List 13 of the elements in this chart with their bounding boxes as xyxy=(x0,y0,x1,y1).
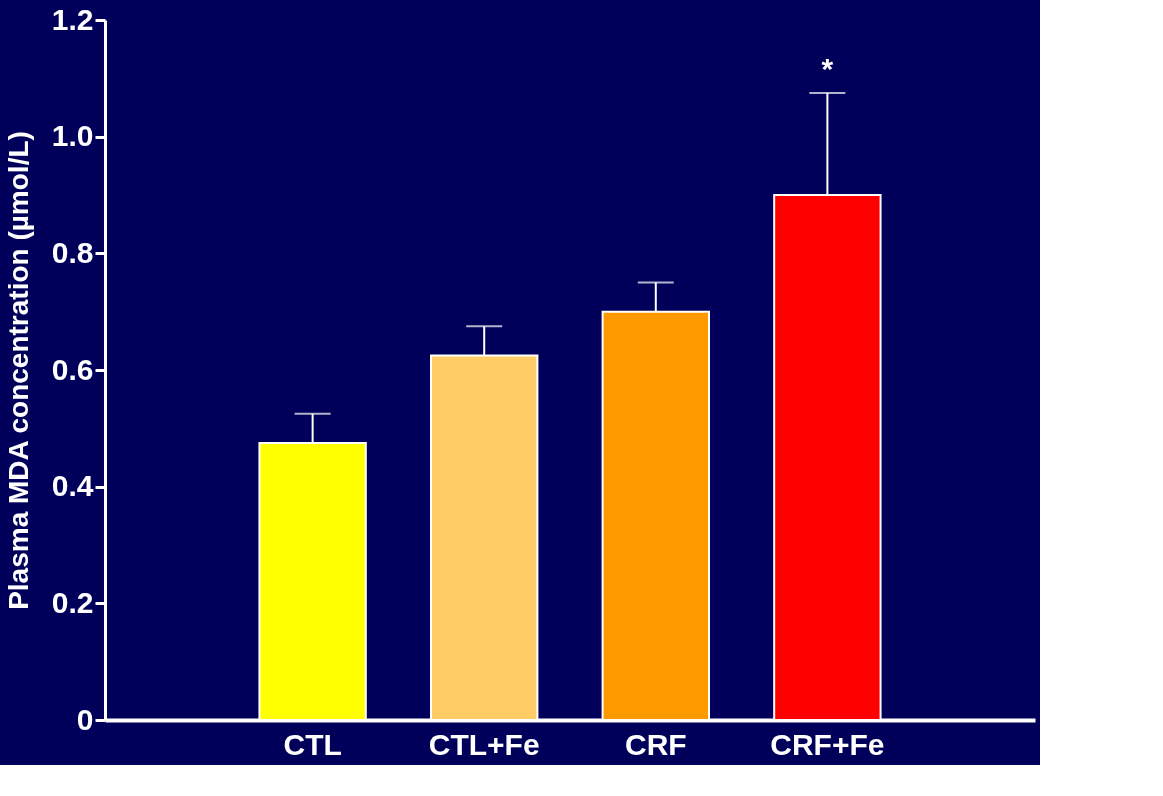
x-tick-label: CRF xyxy=(624,727,687,761)
x-tick-label: CRF+Fe xyxy=(770,727,885,761)
y-axis-title: Plasma MDA concentration (µmol/L) xyxy=(2,131,34,610)
y-tick-label: 0.6 xyxy=(51,352,94,386)
x-tick-label: CTL xyxy=(283,727,342,761)
x-tick-label: CTL+Fe xyxy=(428,727,540,761)
y-tick-label: 0.2 xyxy=(51,585,94,619)
annotation: * xyxy=(821,51,834,85)
y-tick-label: 0 xyxy=(76,702,94,736)
y-tick-label: 1.2 xyxy=(51,2,94,36)
y-tick-label: 0.8 xyxy=(51,235,94,269)
y-tick-label: 1.0 xyxy=(51,119,94,153)
y-tick-label: 0.4 xyxy=(51,469,94,503)
